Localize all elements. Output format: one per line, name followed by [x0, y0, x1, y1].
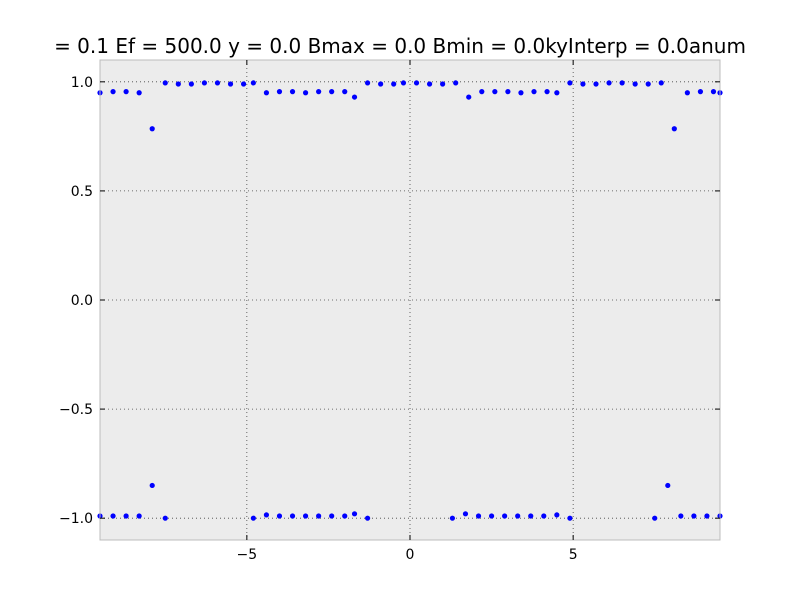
data-point — [214, 80, 221, 86]
data-point — [123, 89, 129, 95]
data-point — [149, 482, 155, 489]
data-point — [162, 80, 168, 86]
grid-lines — [100, 60, 720, 540]
data-point — [531, 89, 537, 95]
data-point — [580, 81, 586, 87]
data-point — [710, 89, 717, 95]
data-point — [329, 513, 335, 519]
data-point — [302, 513, 309, 519]
data-point — [440, 81, 446, 87]
y-tick-label: 1.0 — [71, 75, 93, 91]
y-tick-label: −1.0 — [59, 511, 93, 527]
data-point — [632, 81, 638, 87]
data-point — [515, 513, 521, 519]
data-point — [492, 89, 498, 95]
data-point — [541, 513, 547, 519]
data-point — [289, 89, 296, 95]
data-point — [665, 482, 671, 489]
data-point — [276, 513, 283, 519]
axis-ticks — [100, 60, 720, 540]
data-point — [302, 90, 309, 96]
data-point — [329, 89, 335, 95]
data-point — [351, 94, 358, 100]
data-point — [544, 89, 550, 95]
data-point — [110, 513, 116, 519]
data-point — [188, 81, 194, 87]
chart-title: = 0.1 Ef = 500.0 y = 0.0 Bmax = 0.0 Bmin… — [54, 34, 746, 58]
data-point — [149, 126, 155, 132]
data-point — [697, 89, 704, 95]
x-tick-label: −5 — [237, 547, 258, 563]
data-point — [316, 513, 322, 519]
x-tick-label: 5 — [569, 547, 578, 563]
y-tick-label: −0.5 — [59, 402, 93, 418]
data-point — [449, 515, 456, 521]
data-point — [671, 126, 677, 132]
data-point — [276, 89, 283, 95]
data-point — [364, 80, 371, 86]
data-point — [351, 511, 358, 517]
data-point — [466, 94, 472, 100]
data-point — [391, 81, 397, 87]
data-point — [250, 515, 256, 521]
data-point — [110, 89, 116, 95]
data-point — [136, 90, 142, 96]
data-point — [316, 89, 322, 95]
data-point — [364, 515, 371, 521]
x-tick-label: 0 — [406, 547, 415, 563]
data-point — [453, 80, 459, 86]
data-point — [678, 513, 684, 519]
data-point — [505, 89, 511, 95]
data-point — [518, 90, 524, 96]
data-point — [289, 513, 296, 519]
data-point — [378, 81, 384, 87]
data-point — [426, 81, 433, 87]
data-point — [263, 90, 270, 96]
data-point — [528, 513, 534, 519]
data-point — [567, 515, 573, 521]
data-point — [704, 513, 710, 519]
data-point — [554, 90, 560, 96]
data-point — [684, 90, 690, 96]
data-point — [462, 511, 469, 517]
data-point — [413, 80, 420, 86]
data-point — [645, 81, 651, 87]
data-point — [342, 513, 348, 519]
data-point — [201, 80, 208, 86]
data-point — [658, 80, 664, 86]
y-tick-label: 0.0 — [71, 293, 93, 309]
data-point — [240, 81, 247, 87]
data-point — [479, 89, 485, 95]
data-point — [488, 513, 495, 519]
data-point — [250, 80, 256, 86]
data-point — [567, 80, 573, 86]
data-point — [175, 81, 181, 87]
data-point — [691, 513, 697, 519]
y-tick-label: 0.5 — [71, 184, 93, 200]
data-point — [619, 80, 625, 86]
axis-tick-labels: −5 0 5 1.0 0.5 0.0 −0.5 −1.0 — [59, 75, 578, 563]
data-point — [400, 80, 407, 86]
data-point — [227, 81, 234, 87]
data-point — [475, 513, 482, 519]
data-points — [97, 80, 723, 521]
data-point — [162, 515, 168, 521]
data-point — [263, 512, 270, 518]
data-point — [123, 513, 129, 519]
data-point — [136, 513, 142, 519]
data-point — [554, 512, 560, 518]
data-point — [593, 81, 599, 87]
data-point — [342, 89, 348, 95]
data-point — [606, 80, 612, 86]
data-point — [652, 515, 658, 521]
data-point — [502, 513, 508, 519]
